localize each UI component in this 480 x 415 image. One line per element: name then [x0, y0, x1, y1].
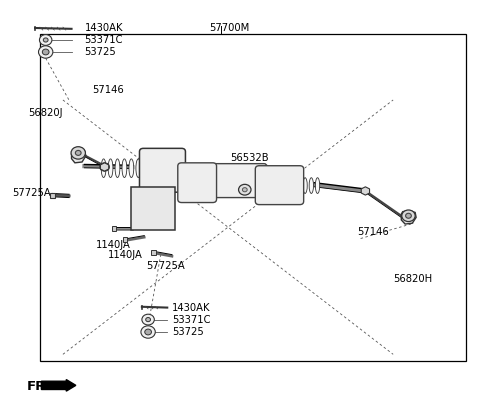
Circle shape [406, 213, 411, 218]
Circle shape [38, 46, 53, 58]
Polygon shape [401, 211, 416, 224]
Ellipse shape [265, 178, 270, 193]
Ellipse shape [129, 159, 134, 178]
Text: 53371C: 53371C [84, 35, 123, 45]
Text: 53371C: 53371C [172, 315, 211, 325]
FancyBboxPatch shape [178, 163, 216, 203]
Text: 57146: 57146 [357, 227, 389, 237]
FancyBboxPatch shape [140, 148, 185, 192]
FancyBboxPatch shape [255, 166, 304, 205]
Circle shape [42, 49, 49, 55]
Text: 1430AK: 1430AK [172, 303, 211, 312]
Circle shape [142, 314, 155, 325]
Ellipse shape [272, 178, 276, 193]
Circle shape [239, 184, 251, 195]
Circle shape [402, 210, 415, 222]
Circle shape [71, 146, 85, 159]
Polygon shape [72, 149, 86, 163]
Ellipse shape [290, 178, 295, 193]
Bar [131, 187, 175, 230]
Ellipse shape [259, 178, 264, 193]
Text: 53725: 53725 [172, 327, 204, 337]
Text: 1140JA: 1140JA [108, 250, 143, 260]
Text: 53725: 53725 [84, 47, 116, 57]
Ellipse shape [309, 178, 313, 193]
Bar [152, 250, 156, 255]
Ellipse shape [101, 159, 106, 178]
Text: 56820J: 56820J [28, 108, 63, 118]
Ellipse shape [284, 178, 288, 193]
Ellipse shape [115, 159, 120, 178]
Text: FR.: FR. [27, 380, 52, 393]
Text: 1430AK: 1430AK [84, 23, 123, 33]
Ellipse shape [136, 159, 141, 178]
Ellipse shape [143, 159, 148, 178]
Text: 57146: 57146 [93, 85, 124, 95]
Circle shape [75, 150, 81, 155]
Circle shape [43, 38, 48, 42]
Text: 57700M: 57700M [209, 23, 249, 33]
Bar [123, 237, 127, 242]
Circle shape [145, 329, 152, 335]
Circle shape [146, 317, 151, 322]
Ellipse shape [297, 178, 301, 193]
Circle shape [242, 188, 247, 192]
Text: 57725A: 57725A [12, 188, 51, 198]
Ellipse shape [108, 159, 113, 178]
Bar [50, 193, 55, 198]
Text: 57725A: 57725A [147, 261, 185, 271]
Bar [40, 34, 466, 361]
Bar [112, 226, 116, 231]
Ellipse shape [315, 178, 320, 193]
Ellipse shape [122, 159, 127, 178]
Circle shape [100, 163, 109, 171]
FancyArrow shape [41, 380, 76, 391]
Text: 1140JA: 1140JA [96, 240, 131, 250]
Text: 56532B: 56532B [230, 153, 269, 163]
Circle shape [39, 34, 52, 45]
Text: 56820H: 56820H [393, 273, 432, 283]
Ellipse shape [157, 159, 161, 178]
Ellipse shape [278, 178, 282, 193]
Circle shape [141, 326, 156, 338]
Ellipse shape [303, 178, 307, 193]
FancyBboxPatch shape [208, 164, 267, 198]
Ellipse shape [150, 159, 155, 178]
